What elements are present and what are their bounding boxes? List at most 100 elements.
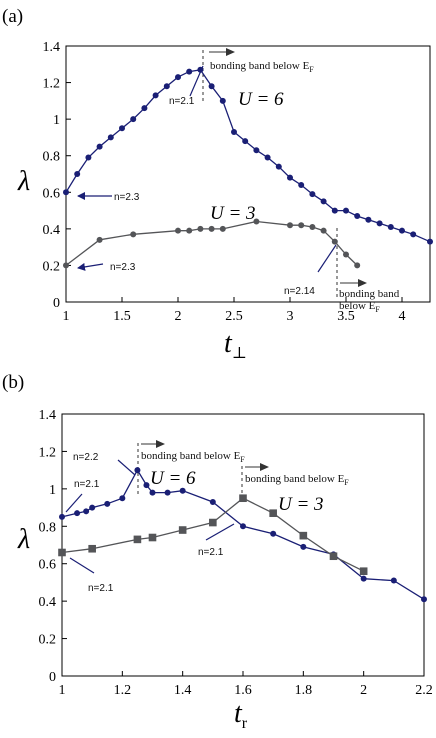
panel-a-point-u6-22 bbox=[309, 191, 316, 198]
panel-a-y-tick-label-4: 0.8 bbox=[43, 150, 61, 165]
panel-b-point-u3-7 bbox=[269, 509, 277, 517]
panel-a-point-u3-11 bbox=[309, 224, 316, 231]
panel-a-band-note: bonding band below EF bbox=[210, 60, 314, 74]
panel-a-series-label-u3: U = 3 bbox=[210, 203, 256, 224]
panel-a-point-u6-30 bbox=[399, 227, 405, 234]
panel-a-point-u3-10 bbox=[298, 222, 305, 229]
panel-b-y-tick-label-0: 0 bbox=[49, 670, 56, 685]
panel-a-point-u3-12 bbox=[320, 227, 327, 234]
panel-a-n214-pointer bbox=[317, 244, 337, 273]
panel-a-ticks: 1 1.5 2 2.5 3 3.5 4 0 0.2 0.4 0.6 0.8 1 1.2 1.4 bbox=[43, 40, 406, 324]
panel-a-x-tick-label-2: 2 bbox=[175, 309, 182, 324]
panel-a-x-tick-label-0: 1 bbox=[63, 309, 70, 324]
panel-b-point-u3-2 bbox=[133, 535, 142, 544]
panel-b-point-u3-4 bbox=[178, 526, 187, 534]
panel-b-x-tick-label-5: 2 bbox=[360, 683, 367, 698]
panel-a-point-u6-11 bbox=[186, 68, 193, 75]
panel-a-frame bbox=[65, 45, 431, 303]
panel-b-x-tick-label-3: 1.6 bbox=[234, 683, 252, 698]
panel-a-point-u6-0 bbox=[63, 189, 69, 196]
panel-a-point-u3-13 bbox=[331, 238, 338, 245]
panel-a-y-tick-label-3: 0.6 bbox=[43, 186, 61, 201]
panel-b-y-tick-label-1: 0.2 bbox=[39, 633, 57, 648]
panel-b-annotation-n21-bottom: n=2.1 bbox=[88, 583, 114, 594]
panel-a-point-u6-3 bbox=[96, 143, 103, 150]
panel-b-point-u3-0 bbox=[58, 548, 66, 557]
panel-a-point-u6-7 bbox=[141, 105, 148, 112]
panel-a-y-tick-label-0: 0 bbox=[53, 296, 60, 311]
panel-a-annotation-n21: n=2.1 bbox=[169, 96, 195, 107]
panel-a-guides: bonding band below EF bonding band below… bbox=[77, 48, 400, 314]
panel-a-label: (a) bbox=[2, 6, 23, 27]
panel-b-ticks: 1 1.2 1.4 1.6 1.8 2 2.2 0 0.2 0.4 0.6 0.8 1 1.2 1.4 bbox=[39, 408, 433, 698]
panel-a-point-u6-12 bbox=[197, 66, 204, 73]
panel-b-x-tick-label-1: 1.2 bbox=[114, 683, 132, 698]
panel-b-point-u6-7 bbox=[143, 482, 150, 489]
panel-b-series bbox=[58, 467, 427, 603]
panel-b-ylabel: λ bbox=[17, 524, 30, 555]
panel-a-point-u3-1 bbox=[96, 236, 103, 243]
panel-b-point-u3-9 bbox=[329, 552, 338, 561]
panel-b: (b) λ tr 1 1.2 1.4 1.6 1.8 2 2.200.20.40.60.81… bbox=[2, 372, 433, 732]
panel-a-point-u6-26 bbox=[354, 213, 361, 220]
panel-b-point-u6-14 bbox=[300, 543, 307, 550]
panel-a-series-line-u3 bbox=[65, 220, 358, 266]
panel-b-point-u6-10 bbox=[179, 487, 186, 494]
panel-b-point-u3-10 bbox=[359, 567, 368, 575]
panel-a-band-note-2-line1: bonding band bbox=[339, 288, 400, 300]
panel-a-y-tick-label-1: 0.2 bbox=[43, 259, 61, 274]
panel-a-x-tick-label-4: 3 bbox=[287, 309, 294, 324]
panel-a-series-label-u6: U = 6 bbox=[238, 89, 284, 110]
panel-a-point-u6-19 bbox=[275, 163, 282, 170]
panel-a-point-u6-9 bbox=[163, 83, 170, 90]
panel-b-annotation-n22: n=2.2 bbox=[73, 452, 99, 463]
panel-a-x-tick-label-5: 3.5 bbox=[337, 309, 355, 324]
panel-a-point-u3-7 bbox=[219, 225, 226, 232]
panel-b-n21-mid-pointer bbox=[205, 523, 235, 541]
panel-a-point-u3-9 bbox=[287, 222, 293, 229]
panel-b-band-note-u6: bonding band below EF bbox=[141, 450, 245, 464]
panel-b-label: (b) bbox=[2, 372, 24, 393]
panel-a-point-u3-3 bbox=[175, 227, 181, 234]
panel-b-y-tick-label-2: 0.4 bbox=[39, 595, 57, 610]
panel-b-x-tick-label-0: 1 bbox=[59, 683, 66, 698]
panel-a-point-u6-17 bbox=[253, 147, 260, 154]
panel-b-point-u6-16 bbox=[360, 575, 367, 582]
panel-a-point-u6-23 bbox=[320, 198, 327, 205]
panel-a-y-tick-label-6: 1.2 bbox=[43, 77, 61, 92]
panel-a-x-tick-label-6: 4 bbox=[399, 309, 406, 324]
panel-b-point-u6-5 bbox=[119, 495, 126, 502]
panel-a-point-u6-20 bbox=[287, 174, 293, 181]
panel-b-point-u6-2 bbox=[83, 508, 90, 515]
panel-b-guides: bonding band below EF bonding band below… bbox=[65, 440, 349, 594]
panel-a-point-u6-18 bbox=[264, 154, 271, 161]
panel-b-point-u3-1 bbox=[88, 544, 96, 553]
panel-a: (a) λ t⊥ 1 1.5 2 2.5 3 3.5 400.20.40.60.811.21… bbox=[2, 6, 433, 362]
panel-a-point-u3-6 bbox=[208, 225, 215, 232]
panel-a-point-u3-5 bbox=[197, 225, 204, 232]
panel-b-x-tick-label-2: 1.4 bbox=[174, 683, 192, 698]
panel-a-point-u3-0 bbox=[63, 262, 69, 269]
panel-a-point-u6-8 bbox=[152, 92, 159, 99]
panel-a-series bbox=[63, 66, 433, 269]
panel-b-n21-top-pointer bbox=[65, 493, 83, 513]
panel-a-x-tick-label-1: 1.5 bbox=[113, 309, 131, 324]
panel-b-point-u6-4 bbox=[104, 500, 111, 507]
panel-b-point-u3-3 bbox=[148, 533, 157, 542]
panel-b-n21-bottom-pointer bbox=[69, 557, 95, 574]
panel-b-y-tick-label-4: 0.8 bbox=[39, 520, 57, 535]
panel-b-point-u6-12 bbox=[240, 523, 246, 530]
panel-a-point-u6-14 bbox=[219, 97, 226, 104]
panel-b-point-u6-9 bbox=[164, 489, 171, 496]
panel-a-point-u6-25 bbox=[343, 207, 349, 214]
panel-a-point-u6-16 bbox=[242, 138, 249, 145]
panel-b-y-tick-label-7: 1.4 bbox=[39, 408, 57, 423]
panel-b-y-tick-label-3: 0.6 bbox=[39, 558, 57, 573]
panel-b-point-u6-1 bbox=[74, 510, 81, 517]
panel-a-band-note-2-line2: below EF bbox=[339, 300, 380, 314]
panel-a-annotation-n23-bottom: n=2.3 bbox=[110, 262, 136, 273]
panel-a-point-u6-15 bbox=[231, 128, 237, 135]
panel-a-y-tick-label-2: 0.4 bbox=[43, 223, 61, 238]
panel-a-point-u6-32 bbox=[427, 238, 433, 245]
panel-b-point-u6-11 bbox=[209, 498, 216, 505]
